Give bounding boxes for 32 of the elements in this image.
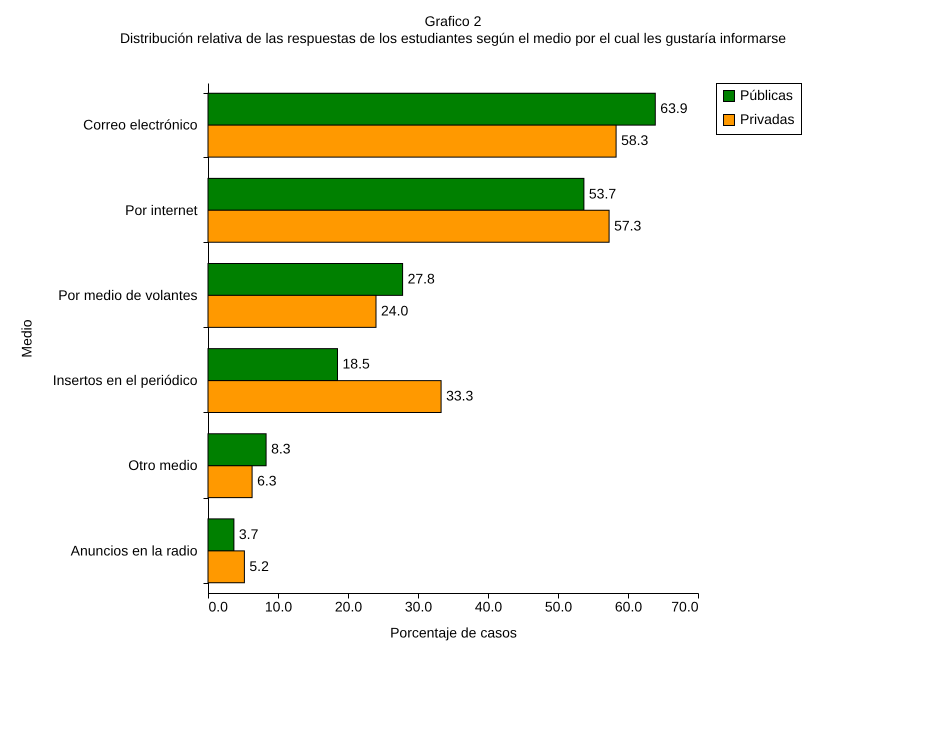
x-tick-label: 0.0 xyxy=(208,598,228,614)
data-label: 53.7 xyxy=(588,185,616,202)
data-label: 3.7 xyxy=(238,526,259,542)
legend-label: Privadas xyxy=(740,111,794,127)
x-tick-label: 50.0 xyxy=(544,598,572,614)
data-label: 58.3 xyxy=(621,132,649,148)
y-axis-title: Medio xyxy=(18,319,35,358)
data-label: 57.3 xyxy=(614,217,642,234)
data-label: 5.2 xyxy=(249,558,270,574)
data-label: 24.0 xyxy=(381,302,408,318)
y-tick-label: Insertos en el periódico xyxy=(52,372,198,388)
data-label: 8.3 xyxy=(271,440,291,457)
y-tick-label: Anuncios en la radio xyxy=(70,542,198,558)
data-label: 63.9 xyxy=(660,100,688,116)
chart-subtitle: Distribución relativa de las respuestas de los estudiantes según el medio por el cual les gustaría informarse xyxy=(120,30,786,46)
y-tick-label: Por internet xyxy=(125,202,198,218)
chart-title: Grafico 2 xyxy=(424,13,482,29)
x-tick-label: 40.0 xyxy=(474,598,502,614)
legend-label: Públicas xyxy=(740,87,793,103)
data-label: 6.3 xyxy=(257,472,277,489)
x-tick-label: 70.0 xyxy=(671,598,699,614)
y-tick-label: Otro medio xyxy=(128,457,198,474)
y-tick-label: Por medio de volantes xyxy=(58,286,198,303)
y-tick-label: Correo electrónico xyxy=(83,116,198,133)
x-tick-label: 20.0 xyxy=(334,598,362,614)
data-label: 33.3 xyxy=(446,388,474,404)
x-tick-label: 60.0 xyxy=(614,598,642,614)
data-label: 18.5 xyxy=(342,356,370,372)
x-tick-label: 10.0 xyxy=(264,598,292,614)
x-tick-label: 30.0 xyxy=(404,598,432,614)
x-axis-title: Porcentaje de casos xyxy=(390,624,517,640)
data-label: 27.8 xyxy=(408,270,436,286)
